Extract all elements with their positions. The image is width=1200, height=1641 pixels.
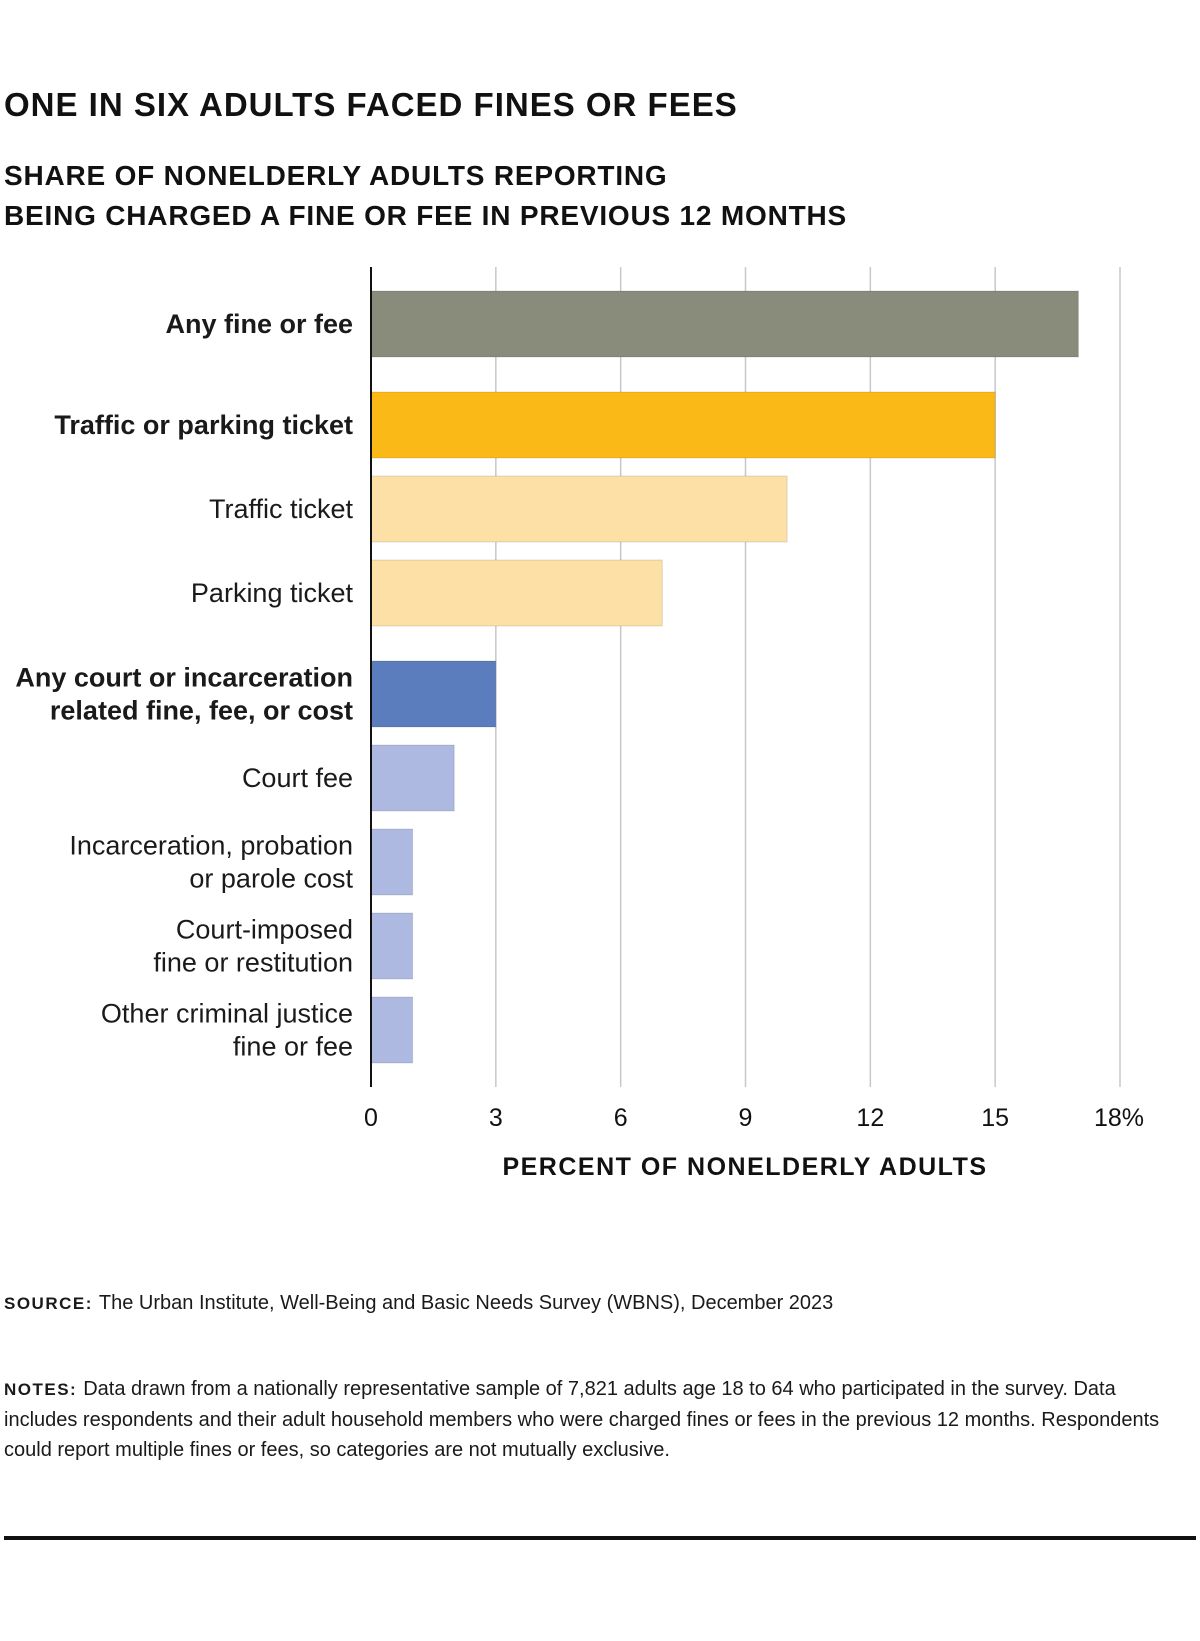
source-lead: SOURCE: <box>4 1294 93 1313</box>
notes: NOTES: Data drawn from a nationally repre… <box>4 1374 1179 1465</box>
bar <box>370 912 414 980</box>
subtitle-line-1: SHARE OF NONELDERLY ADULTS REPORTING <box>4 160 668 191</box>
x-axis-ticks: 0 3 6 9 12 15 18% <box>364 1104 1144 1132</box>
bar <box>370 828 414 896</box>
bar <box>370 391 996 459</box>
category-label: Any court or incarceration <box>15 663 353 693</box>
source-note: SOURCE: The Urban Institute, Well-Being a… <box>4 1292 833 1315</box>
chart-title: ONE IN SIX ADULTS FACED FINES OR FEES <box>4 86 738 123</box>
category-label: related fine, fee, or cost <box>50 696 353 726</box>
category-label: Incarceration, probation <box>69 831 353 861</box>
bar <box>370 290 1079 358</box>
category-label: fine or fee <box>233 1032 353 1062</box>
category-label: fine or restitution <box>153 948 353 978</box>
x-tick-label: 18% <box>1094 1104 1144 1132</box>
category-labels: Any fine or fee Traffic or parking ticket… <box>15 309 353 1062</box>
category-label: Other criminal justice <box>101 999 353 1029</box>
bar <box>370 559 663 627</box>
notes-lead: NOTES: <box>4 1380 78 1399</box>
category-label: Court-imposed <box>176 915 353 945</box>
gridlines <box>495 267 1121 1087</box>
bars <box>370 290 1079 1064</box>
source-text: The Urban Institute, Well-Being and Basi… <box>98 1292 834 1314</box>
bottom-rule <box>4 1536 1196 1540</box>
bar <box>370 996 414 1064</box>
x-axis-title: PERCENT OF NONELDERLY ADULTS <box>502 1153 987 1181</box>
x-tick-label: 3 <box>489 1104 503 1132</box>
bar-chart: Any fine or fee Traffic or parking ticket… <box>15 267 1144 1181</box>
notes-text: Data drawn from a nationally representat… <box>4 1378 1160 1461</box>
bar <box>370 744 455 812</box>
chart-subtitle: SHARE OF NONELDERLY ADULTS REPORTING BEI… <box>4 156 847 236</box>
x-tick-label: 15 <box>981 1104 1009 1132</box>
x-tick-label: 0 <box>364 1104 378 1132</box>
bar <box>370 660 497 728</box>
category-label: Court fee <box>242 763 353 793</box>
x-tick-label: 6 <box>614 1104 628 1132</box>
category-label: Traffic ticket <box>209 494 354 524</box>
x-tick-label: 9 <box>739 1104 753 1132</box>
category-label: Any fine or fee <box>165 309 353 339</box>
category-label: Traffic or parking ticket <box>54 410 353 440</box>
x-tick-label: 12 <box>856 1104 884 1132</box>
category-label: or parole cost <box>189 864 353 894</box>
category-label: Parking ticket <box>191 578 354 608</box>
subtitle-line-2: BEING CHARGED A FINE OR FEE IN PREVIOUS … <box>4 200 847 231</box>
bar <box>370 475 788 543</box>
